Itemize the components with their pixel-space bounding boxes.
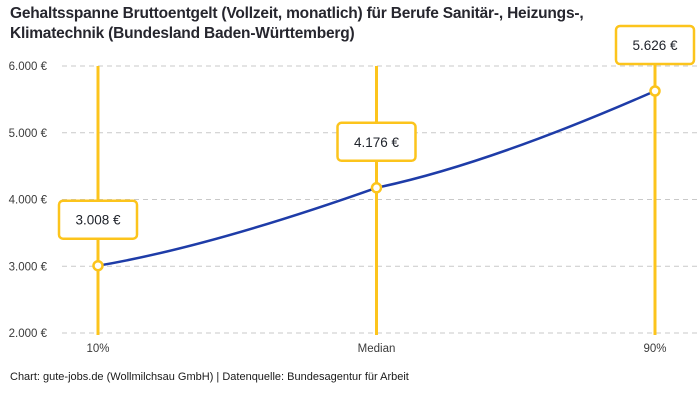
x-axis-tick-label: Median [358, 343, 396, 355]
x-axis-tick-label: 90% [643, 343, 666, 355]
data-point-marker[interactable] [649, 85, 661, 97]
y-axis-tick-label: 3.000 € [9, 261, 48, 273]
y-axis-tick-label: 2.000 € [9, 328, 48, 340]
value-label: 3.008 € [75, 213, 121, 228]
chart-title-line1: Gehaltsspanne Bruttoentgelt (Vollzeit, m… [10, 5, 584, 22]
value-label: 4.176 € [354, 135, 400, 150]
value-label-box [57, 199, 139, 240]
y-axis-tick-label: 5.000 € [9, 128, 48, 140]
value-label-box [336, 121, 417, 163]
value-label-box [614, 24, 696, 66]
y-axis-tick-label: 6.000 € [9, 61, 48, 73]
data-point-marker[interactable] [92, 259, 104, 272]
x-axis-tick-label: 10% [86, 343, 109, 355]
chart-source-footer: Chart: gute-jobs.de (Wollmilchsau GmbH) … [10, 371, 409, 383]
chart-title: Gehaltsspanne Bruttoentgelt (Vollzeit, m… [10, 4, 584, 44]
y-axis-tick-label: 4.000 € [9, 195, 48, 207]
value-label: 5.626 € [632, 38, 678, 53]
chart-title-line2: Klimatechnik (Bundesland Baden-Württembe… [10, 25, 355, 42]
data-point-marker[interactable] [370, 182, 383, 194]
